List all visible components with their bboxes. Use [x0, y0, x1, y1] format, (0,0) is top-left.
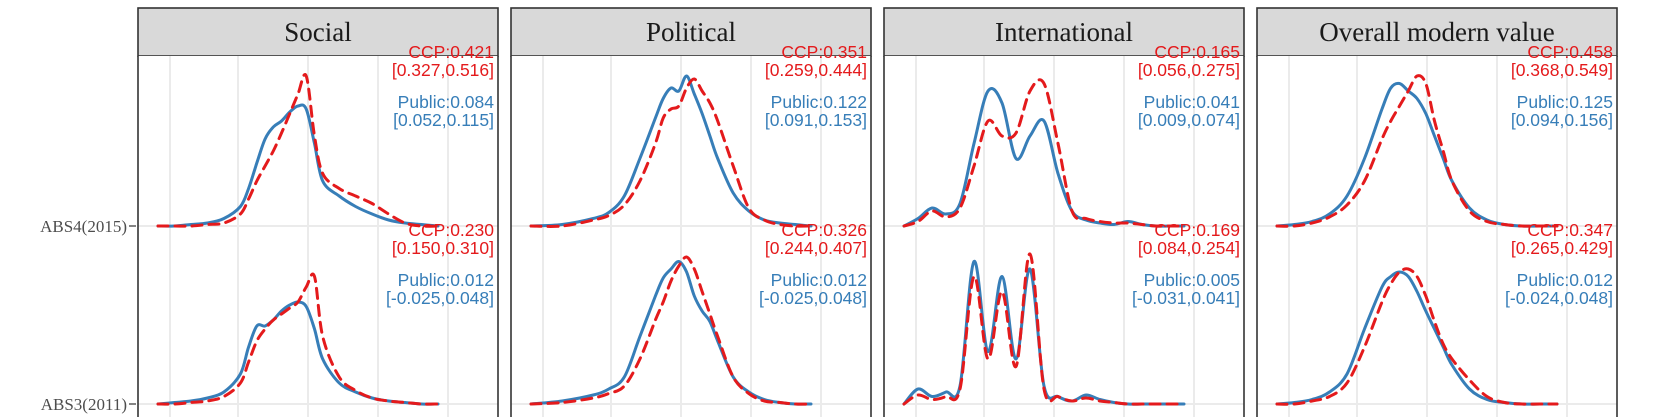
- public-ci-label: [0.009,0.074]: [1138, 110, 1240, 130]
- ccp-ci-label: [0.368,0.549]: [1511, 60, 1613, 80]
- public-estimate-label: Public:0.012: [398, 270, 494, 290]
- ccp-density-line: [902, 78, 1186, 228]
- ccp-estimate-label: CCP:0.351: [781, 42, 867, 62]
- plot-background: [1257, 56, 1617, 417]
- ccp-estimate-label: CCP:0.165: [1154, 42, 1240, 62]
- ccp-estimate-label: CCP:0.458: [1527, 42, 1613, 62]
- ccp-ci-label: [0.259,0.444]: [765, 60, 867, 80]
- ccp-estimate-label: CCP:0.326: [781, 220, 867, 240]
- public-estimate-label: Public:0.012: [771, 270, 867, 290]
- public-estimate-label: Public:0.125: [1517, 92, 1613, 112]
- y-tick-label: ABS4(2015): [40, 217, 127, 236]
- facet-panel-international: International CCP:0.165[0.056,0.275] Publi…: [883, 7, 1245, 417]
- public-density-line: [156, 103, 440, 228]
- ccp-density-line: [902, 252, 1186, 406]
- ccp-estimate-label: CCP:0.421: [408, 42, 494, 62]
- facet-strip: [137, 7, 499, 57]
- public-density-line: [529, 260, 813, 406]
- facet-title: Social: [284, 17, 352, 47]
- public-ci-label: [-0.025,0.048]: [386, 288, 494, 308]
- ccp-ci-label: [0.150,0.310]: [392, 238, 494, 258]
- ccp-density-line: [156, 73, 440, 228]
- facet-title: International: [995, 17, 1133, 47]
- facet-strip: [1256, 7, 1618, 57]
- public-density-line: [1275, 81, 1559, 228]
- ccp-density-line: [529, 77, 813, 228]
- plot-background: [884, 56, 1244, 417]
- ccp-density-line: [1275, 74, 1559, 228]
- public-estimate-label: Public:0.041: [1144, 92, 1240, 112]
- ccp-estimate-label: CCP:0.347: [1527, 220, 1613, 240]
- plot-background: [138, 56, 498, 417]
- ccp-density-line: [1275, 267, 1559, 406]
- ccp-ci-label: [0.244,0.407]: [765, 238, 867, 258]
- ccp-estimate-label: CCP:0.169: [1154, 220, 1240, 240]
- facet-title: Overall modern value: [1319, 17, 1554, 47]
- ccp-density-line: [529, 255, 813, 406]
- ccp-ci-label: [0.265,0.429]: [1511, 238, 1613, 258]
- ccp-density-line: [156, 272, 440, 406]
- public-ci-label: [0.094,0.156]: [1511, 110, 1613, 130]
- public-estimate-label: Public:0.084: [398, 92, 495, 112]
- public-density-line: [529, 74, 813, 228]
- public-estimate-label: Public:0.012: [1517, 270, 1613, 290]
- public-ci-label: [-0.031,0.041]: [1132, 288, 1240, 308]
- plot-background: [511, 56, 871, 417]
- y-tick-label: ABS3(2011): [41, 395, 127, 414]
- public-ci-label: [0.052,0.115]: [393, 110, 494, 130]
- facet-panel-social: Social CCP:0.421[0.327,0.516] Public:0.084…: [137, 7, 499, 417]
- public-estimate-label: Public:0.122: [771, 92, 867, 112]
- ccp-estimate-label: CCP:0.230: [408, 220, 494, 240]
- public-ci-label: [0.091,0.153]: [765, 110, 867, 130]
- facet-title: Political: [646, 17, 736, 47]
- ccp-ci-label: [0.084,0.254]: [1138, 238, 1240, 258]
- ccp-ci-label: [0.327,0.516]: [392, 60, 494, 80]
- facet-panel-political: Political CCP:0.351[0.259,0.444] Public:0.…: [510, 7, 872, 417]
- public-ci-label: [-0.025,0.048]: [759, 288, 867, 308]
- public-estimate-label: Public:0.005: [1144, 270, 1240, 290]
- facet-panel-overall-modern-value: Overall modern valueCCP:0.458[0.368,0.54…: [1256, 7, 1618, 417]
- ccp-ci-label: [0.056,0.275]: [1138, 60, 1240, 80]
- public-ci-label: [-0.024,0.048]: [1505, 288, 1613, 308]
